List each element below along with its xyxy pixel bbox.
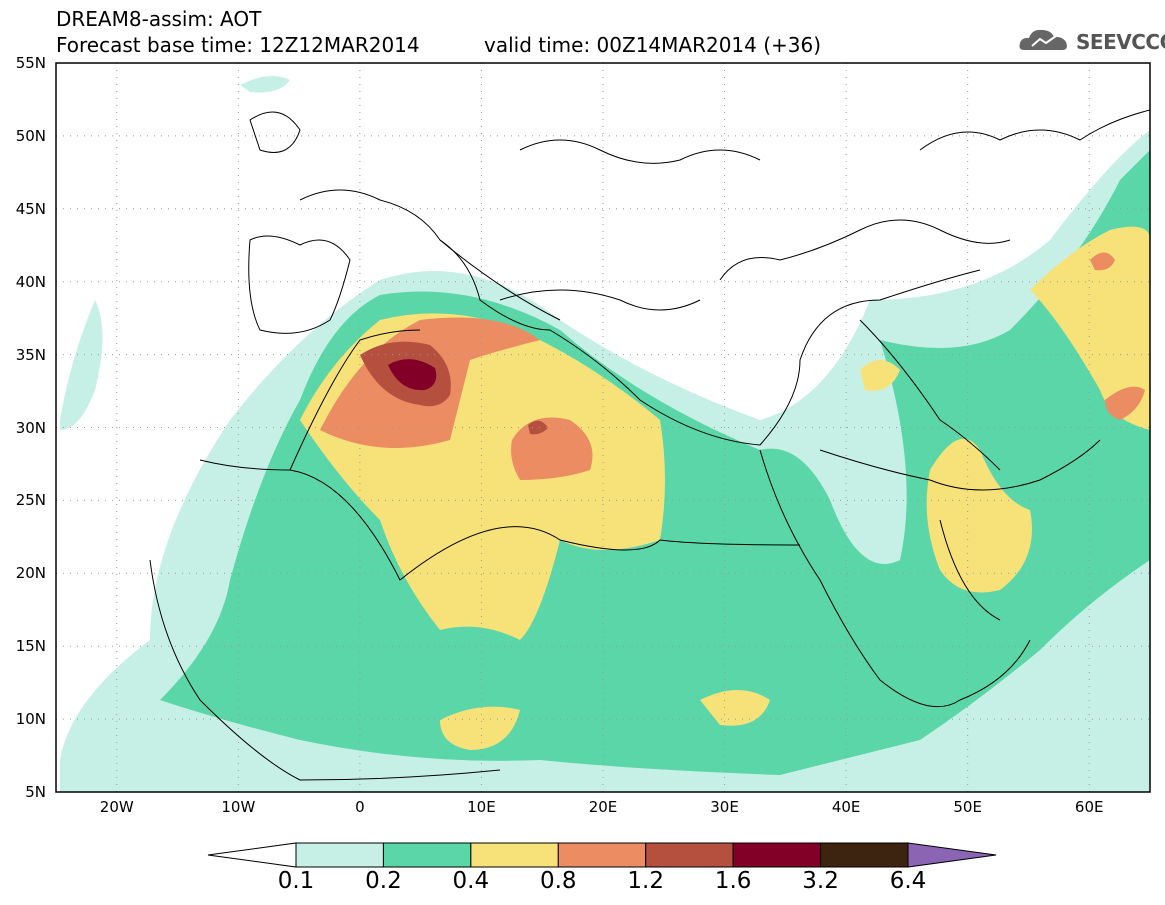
aot-band-0-1-atl bbox=[60, 300, 103, 430]
aot-band-0-4-arabia bbox=[926, 438, 1032, 593]
colorbar bbox=[207, 842, 997, 868]
colorbar-segment bbox=[732, 842, 822, 868]
colorbar-label: 0.4 bbox=[452, 868, 490, 894]
grid-lines bbox=[56, 63, 1150, 792]
colorbar-label: 0.8 bbox=[539, 868, 577, 894]
colorbar-label: 1.2 bbox=[627, 868, 664, 894]
colorbar-segment bbox=[382, 842, 472, 868]
lat-tick-label: 30N bbox=[15, 418, 46, 437]
aot-field bbox=[60, 76, 1150, 792]
forecast-base-time: Forecast base time: 12Z12MAR2014 bbox=[56, 33, 420, 57]
lat-tick-label: 25N bbox=[15, 491, 46, 510]
colorbar-segment bbox=[820, 842, 909, 868]
coastlines bbox=[149, 109, 1150, 781]
lon-tick-label: 30E bbox=[710, 798, 739, 816]
aot-band-0-4-sudan bbox=[700, 690, 770, 726]
lat-tick-label: 20N bbox=[15, 564, 46, 583]
lon-tick-label: 40E bbox=[831, 798, 861, 816]
colorbar-label: 6.4 bbox=[889, 868, 927, 894]
colorbar-segment bbox=[645, 842, 734, 868]
lat-tick-label: 45N bbox=[15, 199, 46, 218]
lat-tick-label: 40N bbox=[15, 272, 46, 291]
aot-band-0-8-iran bbox=[1105, 386, 1145, 420]
lon-tick-label: 10W bbox=[221, 798, 256, 816]
colorbar-label: 1.6 bbox=[714, 868, 752, 894]
aot-band-0-1-uk bbox=[240, 76, 290, 93]
lat-tick-label: 10N bbox=[15, 710, 46, 729]
lat-tick-label: 55N bbox=[15, 54, 46, 72]
aot-band-1-2-libya bbox=[528, 420, 548, 435]
lat-tick-label: 5N bbox=[25, 783, 46, 801]
map-title: DREAM8-assim: AOT bbox=[56, 7, 262, 31]
lon-tick-label: 20W bbox=[99, 798, 134, 816]
aot-band-0-4-caspian bbox=[1030, 226, 1150, 430]
lat-tick-label: 35N bbox=[15, 345, 46, 364]
aot-band-1-6 bbox=[388, 359, 437, 391]
aot-band-0-4-sahel bbox=[440, 706, 520, 750]
colorbar-label: 0.1 bbox=[277, 868, 315, 894]
colorbar-over-triangle bbox=[907, 842, 997, 868]
colorbar-label: 3.2 bbox=[802, 868, 839, 894]
colorbar-segment bbox=[295, 842, 384, 868]
colorbar-segment bbox=[470, 842, 559, 868]
plot-border bbox=[55, 62, 1151, 793]
lon-tick-label: 10E bbox=[467, 798, 496, 816]
aot-band-0-4-iraq bbox=[860, 360, 900, 391]
colorbar-segment bbox=[557, 842, 647, 868]
lon-tick-label: 50E bbox=[953, 798, 982, 816]
lon-tick-label: 20E bbox=[588, 798, 618, 816]
logo-text: SEEVCCC bbox=[1076, 30, 1165, 54]
valid-time: valid time: 00Z14MAR2014 (+36) bbox=[484, 33, 822, 57]
lat-tick-label: 50N bbox=[15, 126, 46, 145]
aot-band-0-8-caspian bbox=[1090, 252, 1115, 271]
colorbar-label: 0.2 bbox=[365, 868, 402, 894]
lon-tick-label: 0 bbox=[355, 798, 365, 816]
lat-tick-label: 15N bbox=[15, 637, 46, 656]
cloud-icon bbox=[1019, 29, 1067, 50]
lon-tick-label: 60E bbox=[1074, 798, 1104, 816]
colorbar-under-triangle bbox=[207, 842, 297, 868]
